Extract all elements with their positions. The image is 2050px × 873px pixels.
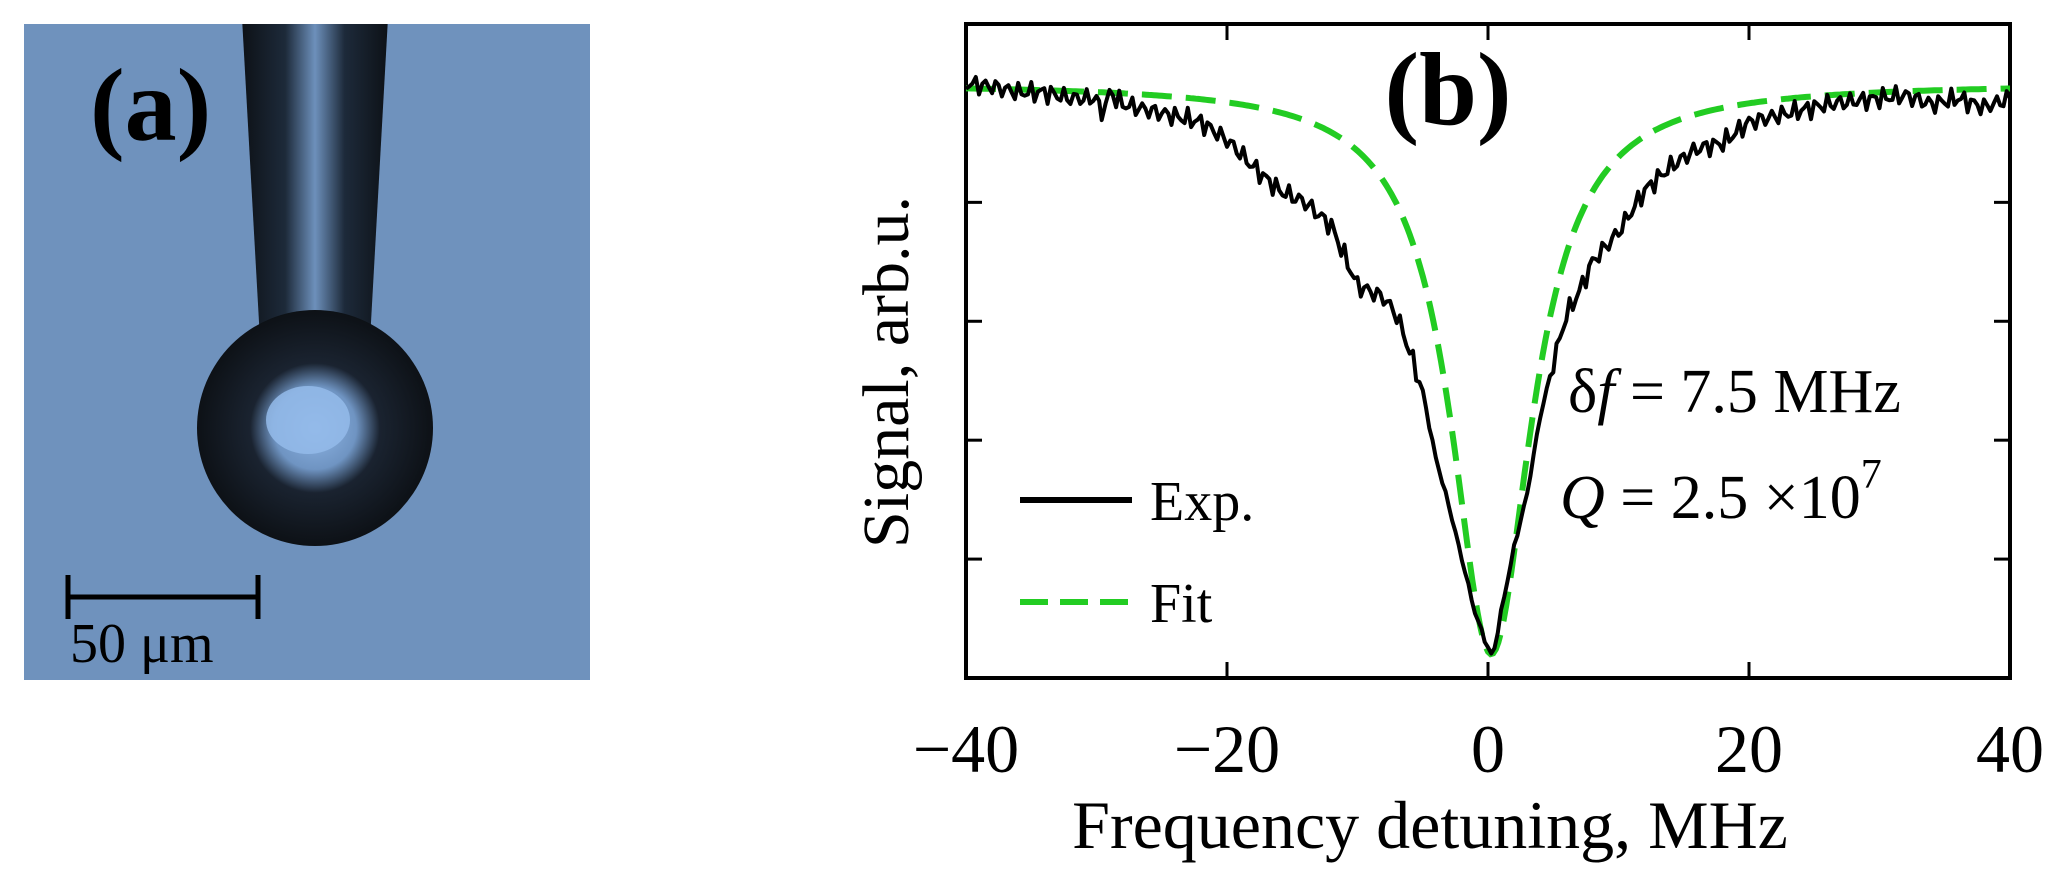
fit-series-line: [966, 85, 2010, 658]
x-tick-labels: −40 −20 0 20 40: [913, 711, 2044, 787]
annotation-linewidth: δf = 7.5 MHz: [1568, 358, 1901, 426]
y-ticks: [966, 200, 2010, 561]
exp-series-line: [964, 75, 2012, 656]
legend-fit-label: Fit: [1150, 573, 1213, 635]
scale-bar-label: 50 μm: [70, 613, 214, 675]
scale-bar: [65, 575, 261, 619]
x-tick-label: 20: [1715, 711, 1783, 787]
legend: Exp. Fit: [1020, 471, 1254, 635]
x-axis-label: Frequency detuning, MHz: [1072, 787, 1788, 863]
x-tick-label: −40: [913, 711, 1019, 787]
x-ticks: [964, 24, 2012, 678]
fiber-stem: [242, 24, 388, 340]
annotation-quality-factor: Q = 2.5 ×107: [1560, 452, 1882, 532]
panel-b-chart: −40 −20 0 20 40 (b) δf = 7.5 MHz Q = 2.5 ×10…: [850, 22, 2044, 863]
panel-a: (a) 50 μm: [24, 24, 590, 680]
panel-a-label: (a): [90, 48, 211, 163]
y-axis-label: Signal, arb.u.: [850, 196, 923, 548]
x-tick-label: 0: [1471, 711, 1505, 787]
legend-exp-label: Exp.: [1150, 471, 1254, 533]
panel-b-label: (b): [1384, 32, 1511, 147]
x-tick-label: 40: [1976, 711, 2044, 787]
microsphere-highlight: [266, 386, 350, 454]
x-tick-label: −20: [1174, 711, 1280, 787]
